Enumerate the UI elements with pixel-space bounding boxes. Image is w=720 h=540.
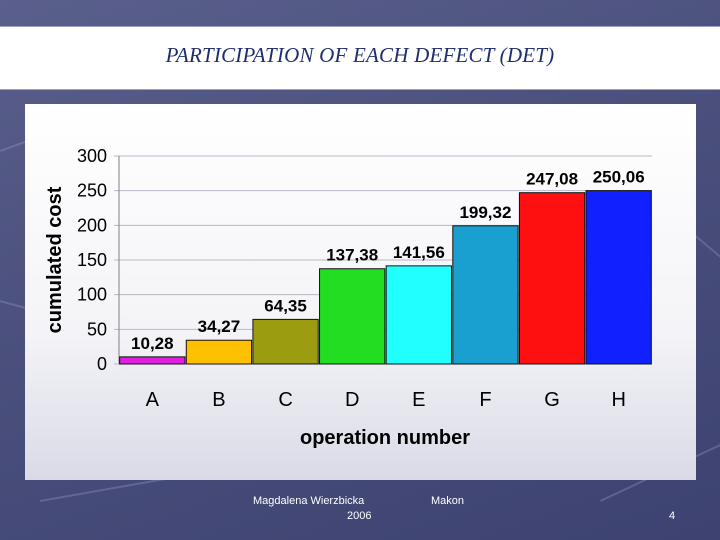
x-tick-label: C [278,389,292,411]
y-tick-label: 300 [77,146,107,166]
y-tick-label: 150 [77,250,107,270]
x-tick-label: G [544,389,560,411]
bar-G [518,192,586,365]
x-tick-label: F [479,389,491,411]
data-label-C: 64,35 [264,296,307,315]
bar-C [252,318,319,365]
footer-page-number: 4 [669,510,676,522]
chart-panel: 0 50 100 150 200 250 300 10,28 A 34,27 B 64,35 C 137,… [25,104,696,480]
bar-H [585,190,652,365]
y-tick-label: 0 [97,354,107,374]
bar-chart: 0 50 100 150 200 250 300 10,28 A 34,27 B 64,35 C 137,… [44,146,652,449]
bar-B [185,339,253,365]
y-axis-title: cumulated cost [44,186,66,333]
footer-author: Magdalena Wierzbicka [253,495,365,507]
x-tick-label: A [146,389,160,411]
x-tick-label: B [212,389,225,411]
x-tick-label: H [611,389,625,411]
slide-title: PARTICIPATION OF EACH DEFECT (DET) [165,42,555,67]
footer-company: Makon [431,495,465,507]
data-label-G: 247,08 [526,170,578,189]
y-tick-label: 250 [77,181,107,201]
footer-year: 2006 [347,510,372,522]
data-label-H: 250,06 [593,168,645,187]
data-label-D: 137,38 [326,246,378,265]
data-label-F: 199,32 [459,203,511,222]
y-tick-label: 50 [87,319,107,339]
data-label-A: 10,28 [131,334,174,353]
title-bar: PARTICIPATION OF EACH DEFECT (DET) [0,26,720,90]
x-axis-title: operation number [300,427,470,449]
x-tick-label: E [412,389,425,411]
x-tick-label: D [345,389,359,411]
data-label-B: 34,27 [198,317,241,336]
bar-D [319,268,386,365]
bar-E [385,265,452,365]
y-tick-label: 200 [77,215,107,235]
bar-F [452,225,519,365]
y-tick-label: 100 [77,285,107,305]
data-label-E: 141,56 [393,243,445,262]
bar-A [119,356,186,365]
